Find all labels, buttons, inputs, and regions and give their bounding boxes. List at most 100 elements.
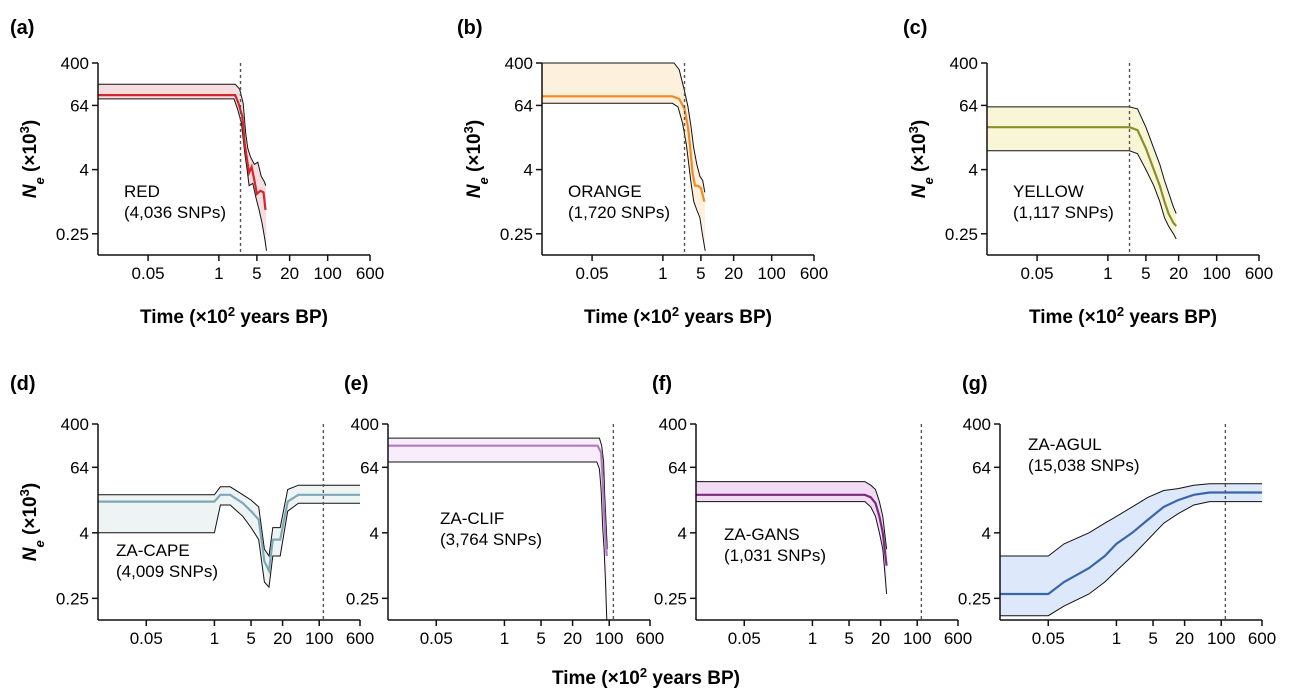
upper-bound-line: [1000, 483, 1262, 557]
population-name: ZA-AGUL: [1028, 435, 1102, 454]
lower-bound-line: [987, 150, 1177, 240]
median-line: [987, 126, 1178, 227]
x-tick-label: 0.05: [132, 264, 165, 283]
y-tick-label: 4: [80, 524, 89, 543]
x-tick-label: 20: [563, 629, 582, 648]
panel-label: (e): [344, 373, 368, 395]
confidence-band: [987, 106, 1177, 240]
x-axis-label: Time (×102 years BP): [140, 304, 328, 329]
median-line: [98, 493, 360, 575]
x-tick-label: 0.05: [1021, 264, 1054, 283]
y-tick-label: 0.25: [346, 589, 379, 608]
y-axis-label: Ne (×103): [906, 120, 936, 198]
y-tick-label: 64: [514, 96, 533, 115]
confidence-band: [1000, 483, 1262, 616]
snp-count: (1,031 SNPs): [724, 546, 826, 565]
median-line: [696, 493, 888, 566]
y-tick-label: 4: [80, 161, 89, 180]
median-line: [388, 444, 608, 557]
panel-g: (g) 0.25 4 64 400 0.05 1 5 20 100 600 ZA-AGUL (15,03…: [958, 373, 1276, 648]
x-tick-label: 600: [944, 629, 972, 648]
x-tick-label: 100: [1202, 264, 1230, 283]
median-line: [1000, 491, 1262, 596]
confidence-band: [98, 485, 360, 588]
y-tick-label: 0.25: [654, 589, 687, 608]
x-tick-label: 5: [696, 264, 705, 283]
y-tick-label: 64: [959, 96, 978, 115]
y-tick-label: 0.25: [945, 225, 978, 244]
y-tick-label: 0.25: [56, 225, 89, 244]
confidence-band: [696, 481, 887, 594]
x-tick-label: 5: [844, 629, 853, 648]
population-name: YELLOW: [1013, 182, 1084, 201]
median-line: [98, 93, 267, 211]
x-tick-label: 100: [1207, 629, 1235, 648]
x-tick-label: 1: [210, 629, 219, 648]
x-tick-label: 5: [252, 264, 261, 283]
upper-bound-line: [987, 106, 1177, 214]
x-tick-label: 100: [313, 264, 341, 283]
panel-label: (d): [10, 373, 36, 395]
y-tick-label: 64: [70, 96, 89, 115]
x-tick-label: 100: [305, 629, 333, 648]
x-tick-label: 20: [1169, 264, 1188, 283]
panel-c: (c) 0.25 4 64 400 0.05 1 5 20 100 600 YELLOW (1,117 …: [903, 17, 1273, 328]
population-name: ORANGE: [568, 182, 642, 201]
population-name: RED: [124, 182, 160, 201]
y-tick-label: 4: [982, 524, 991, 543]
x-tick-label: 600: [356, 264, 384, 283]
y-tick-label: 400: [61, 54, 89, 73]
x-tick-label: 20: [871, 629, 890, 648]
panel-b: (b) 0.25 4 64 400 0.05 1 5 20 100 600 ORANGE (1,720 …: [457, 17, 828, 328]
panel-label: (c): [903, 17, 927, 39]
x-tick-label: 600: [800, 264, 828, 283]
x-tick-label: 1: [214, 264, 223, 283]
median-line: [542, 95, 706, 202]
y-tick-label: 64: [70, 458, 89, 477]
x-tick-label: 5: [246, 629, 255, 648]
y-tick-label: 4: [370, 524, 379, 543]
x-tick-label: 600: [1248, 629, 1276, 648]
x-tick-label: 100: [595, 629, 623, 648]
x-tick-label: 5: [1148, 629, 1157, 648]
panel-label: (b): [457, 17, 483, 39]
lower-bound-line: [1000, 501, 1262, 617]
panel-label: (g): [962, 373, 988, 395]
y-tick-label: 64: [360, 458, 379, 477]
snp-count: (3,764 SNPs): [440, 530, 542, 549]
y-axis-label: Ne (×103): [461, 120, 491, 198]
snp-count: (1,117 SNPs): [1013, 203, 1114, 222]
x-tick-label: 600: [636, 629, 664, 648]
panel-label: (f): [652, 373, 672, 395]
panel-d: (d) 0.25 4 64 400 0.05 1 5 20 100 600 ZA-CAPE (4,009…: [10, 373, 374, 648]
x-tick-label: 100: [903, 629, 931, 648]
y-tick-label: 400: [963, 415, 991, 434]
y-tick-label: 400: [659, 415, 687, 434]
x-tick-label: 20: [1175, 629, 1194, 648]
population-name: ZA-CLIF: [440, 509, 504, 528]
panel-e: (e) 0.25 4 64 400 0.05 1 5 20 100 600 ZA-CLIF (3,764…: [344, 373, 664, 648]
x-tick-label: 1: [658, 264, 667, 283]
upper-bound-line: [98, 484, 360, 558]
shared-x-axis-label: Time (×102 years BP): [552, 665, 740, 690]
x-tick-label: 0.05: [728, 629, 761, 648]
y-axis-label: Ne (×103): [17, 483, 47, 561]
y-tick-label: 400: [505, 54, 533, 73]
x-tick-label: 0.05: [1032, 629, 1065, 648]
x-tick-label: 0.05: [130, 629, 163, 648]
snp-count: (4,036 SNPs): [124, 203, 226, 222]
lower-bound-line: [98, 98, 267, 251]
panel-a: (a) 0.25 4 64 400 0.05 1 5 20 100 600 RED (4,036 SNP…: [10, 17, 384, 328]
confidence-band: [388, 438, 608, 620]
x-tick-label: 600: [1245, 264, 1273, 283]
x-tick-label: 1: [1103, 264, 1112, 283]
x-tick-label: 20: [273, 629, 292, 648]
x-tick-label: 20: [280, 264, 299, 283]
y-tick-label: 64: [972, 458, 991, 477]
lower-bound-line: [98, 502, 360, 589]
panel-f: (f) 0.25 4 64 400 0.05 1 5 20 100 600 ZA-GANS (1,031…: [652, 373, 972, 648]
x-tick-label: 0.05: [576, 264, 609, 283]
upper-bound-line: [388, 437, 608, 550]
x-tick-label: 1: [500, 629, 509, 648]
